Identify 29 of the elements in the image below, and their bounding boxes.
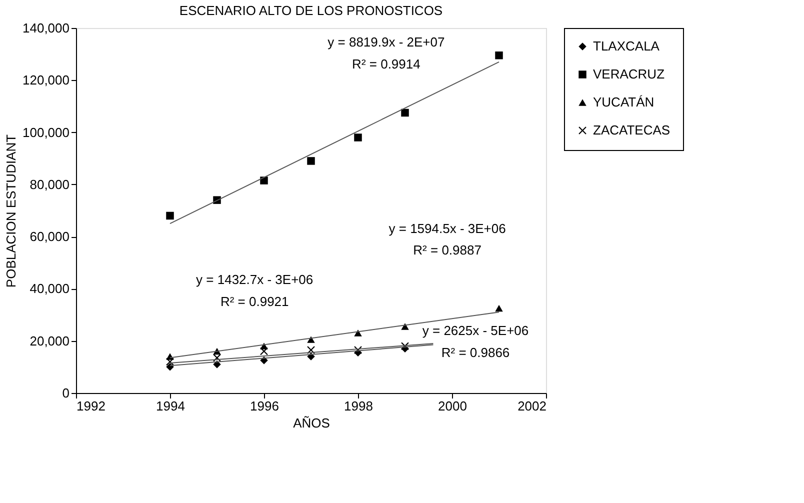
y-tick-label: 0 xyxy=(62,386,70,400)
x-tick-label: 1998 xyxy=(344,398,373,414)
annotation: y = 8819.9x - 2E+07 xyxy=(328,34,445,50)
annotation: R² = 0.9914 xyxy=(352,56,420,72)
x-tick-label: 2000 xyxy=(438,398,467,414)
y-tick-label: 120,000 xyxy=(22,72,70,88)
y-axis-title: POBLACION ESTUDIANT xyxy=(4,134,19,288)
annotation: y = 1594.5x - 3E+06 xyxy=(388,220,506,236)
x-tick-label: 2002 xyxy=(518,398,546,414)
x-tick-label: 1994 xyxy=(156,398,185,414)
annotation: R² = 0.9921 xyxy=(220,294,289,309)
x-tick-label: 1992 xyxy=(76,398,106,414)
annotation: R² = 0.9866 xyxy=(441,344,510,360)
y-tick-label: 40,000 xyxy=(30,281,70,296)
y-tick-label: 100,000 xyxy=(22,124,70,140)
y-tick-label: 60,000 xyxy=(30,229,70,244)
legend-label: ZACATECAS xyxy=(593,122,670,138)
x-axis-title: AÑOS xyxy=(293,416,330,430)
y-tick-label: 80,000 xyxy=(30,176,70,192)
x-tick-label: 1996 xyxy=(250,398,279,414)
annotation: R² = 0.9887 xyxy=(413,242,482,258)
chart-title: ESCENARIO ALTO DE LOS PRONOSTICOS xyxy=(179,3,443,18)
y-tick-label: 140,000 xyxy=(22,20,70,36)
legend-label: TLAXCALA xyxy=(593,38,660,54)
y-tick-label: 20,000 xyxy=(30,333,70,348)
annotation: y = 2625x - 5E+06 xyxy=(422,322,529,338)
legend-label: YUCATÁN xyxy=(593,94,654,110)
annotation: y = 1432.7x - 3E+06 xyxy=(196,272,314,287)
legend-label: VERACRUZ xyxy=(593,66,665,82)
